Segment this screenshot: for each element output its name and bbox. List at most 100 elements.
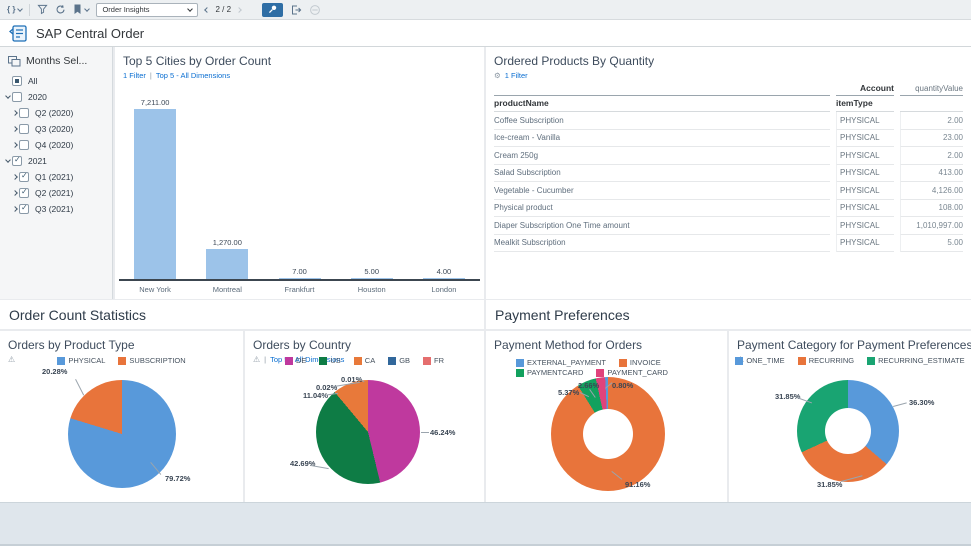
checkbox-checked[interactable] bbox=[19, 203, 29, 214]
checkbox-unchecked[interactable] bbox=[12, 92, 22, 102]
legend-item-one_time[interactable]: ONE_TIME bbox=[735, 356, 785, 365]
chevron-right-icon[interactable] bbox=[10, 174, 19, 180]
column-dimension-header[interactable]: Account bbox=[836, 83, 894, 96]
bar-value-label: 1,270.00 bbox=[212, 238, 242, 247]
chevron-down-icon[interactable] bbox=[3, 93, 12, 99]
bar-montreal[interactable] bbox=[206, 249, 249, 279]
legend-item-ca[interactable]: CA bbox=[353, 356, 375, 365]
settings-icon[interactable]: ⚙ bbox=[494, 71, 501, 80]
chevron-right-icon[interactable] bbox=[10, 142, 19, 148]
refresh-button[interactable] bbox=[55, 4, 66, 15]
checkbox-checked[interactable] bbox=[12, 155, 22, 166]
tree-item-label: All bbox=[28, 76, 38, 86]
cell-item-type: PHYSICAL bbox=[836, 199, 894, 217]
checkbox-checked[interactable] bbox=[19, 171, 29, 182]
legend-item-recurring_estimate[interactable]: RECURRING_ESTIMATE bbox=[867, 356, 965, 365]
legend-item-gb[interactable]: GB bbox=[388, 356, 410, 365]
chevron-right-icon[interactable] bbox=[10, 110, 19, 116]
warning-icon[interactable]: ⚠ bbox=[8, 355, 16, 364]
filter-count-link[interactable]: 1 Filter bbox=[123, 71, 146, 80]
table-row[interactable]: Cream 250g PHYSICAL 2.00 bbox=[486, 147, 971, 165]
circle-slash-icon bbox=[310, 4, 320, 15]
bar-houston[interactable] bbox=[350, 278, 393, 279]
callout-one-time: 36.30% bbox=[909, 398, 935, 407]
legend-swatch bbox=[57, 356, 66, 365]
tree-item-label: Q2 (2020) bbox=[35, 108, 74, 118]
chevron-right-icon[interactable] bbox=[10, 206, 19, 212]
filter-count-link[interactable]: 1 Filter bbox=[504, 71, 528, 80]
dimensions-link[interactable]: Top 5 - All Dimensions bbox=[155, 71, 231, 80]
tree-item-2021[interactable]: 2021 bbox=[0, 153, 112, 169]
tree-item-q2-2021[interactable]: Q2 (2021) bbox=[0, 185, 112, 201]
tree-item-label: Q4 (2020) bbox=[35, 140, 74, 150]
bar-frankfurt[interactable] bbox=[278, 278, 321, 279]
table-row[interactable]: Diaper Subscription One Time amount PHYSI… bbox=[486, 217, 971, 235]
cell-quantity: 23.00 bbox=[900, 129, 963, 147]
legend-item-subscription[interactable]: SUBSCRIPTION bbox=[118, 356, 186, 365]
chevron-down-icon[interactable] bbox=[3, 157, 12, 163]
legend-label: ONE_TIME bbox=[746, 356, 785, 365]
products-table-body: Coffee Subscription PHYSICAL 2.00 Ice-cream… bbox=[486, 112, 971, 252]
pin-button-active[interactable] bbox=[262, 2, 284, 17]
cell-item-type: PHYSICAL bbox=[836, 182, 894, 200]
table-row[interactable]: Vegetable - Cucumber PHYSICAL 4,126.00 bbox=[486, 182, 971, 200]
bar-column: 1,270.00 bbox=[191, 238, 263, 279]
tree-item-2020[interactable]: 2020 bbox=[0, 89, 112, 105]
measure-header[interactable]: quantityValue bbox=[900, 84, 963, 96]
bar-london[interactable] bbox=[422, 278, 465, 279]
bar-column: 5.00 bbox=[336, 267, 408, 279]
table-row[interactable]: Coffee Subscription PHYSICAL 2.00 bbox=[486, 112, 971, 130]
checkbox-checked[interactable] bbox=[19, 187, 29, 198]
page-dropdown[interactable]: Order Insights bbox=[96, 2, 199, 17]
panel-payment-method: Payment Method for Orders EXTERNAL_PAYME… bbox=[486, 331, 727, 502]
checkbox-unchecked[interactable] bbox=[19, 108, 29, 118]
callout-us: 42.69% bbox=[290, 459, 316, 468]
dimension-header[interactable]: itemType bbox=[836, 98, 894, 112]
chevron-right-icon[interactable] bbox=[236, 6, 242, 13]
legend-item-physical[interactable]: PHYSICAL bbox=[57, 356, 105, 365]
table-row[interactable]: Physical product PHYSICAL 108.00 bbox=[486, 199, 971, 217]
legend-item-external_payment[interactable]: EXTERNAL_PAYMENT bbox=[516, 358, 606, 367]
legend-item-paymentcard[interactable]: PAYMENTCARD bbox=[516, 368, 583, 377]
tree-item-q4-2020[interactable]: Q4 (2020) bbox=[0, 137, 112, 153]
export-button[interactable] bbox=[290, 4, 302, 16]
legend-item-de[interactable]: DE bbox=[284, 356, 306, 365]
central-order-app-icon bbox=[9, 24, 27, 42]
legend-item-us[interactable]: US bbox=[319, 356, 341, 365]
row-dimension-header[interactable]: productName bbox=[494, 98, 830, 112]
chevron-right-icon[interactable] bbox=[10, 190, 19, 196]
tree-item-q1-2021[interactable]: Q1 (2021) bbox=[0, 169, 112, 185]
panel-title: Orders by Product Type bbox=[8, 338, 135, 352]
tree-item-q3-2021[interactable]: Q3 (2021) bbox=[0, 201, 112, 217]
legend-swatch bbox=[596, 368, 605, 377]
checkbox-unchecked[interactable] bbox=[19, 140, 29, 150]
table-row[interactable]: Mealkit Subscription PHYSICAL 5.00 bbox=[486, 234, 971, 252]
tree-item-all[interactable]: All bbox=[0, 73, 112, 89]
chevron-down-icon bbox=[187, 5, 194, 12]
tree-item-q3-2020[interactable]: Q3 (2020) bbox=[0, 121, 112, 137]
code-view-button[interactable]: { } bbox=[7, 4, 24, 14]
warning-icon[interactable]: ⚠ bbox=[253, 355, 261, 364]
checkbox-unchecked[interactable] bbox=[19, 124, 29, 134]
bookmark-button[interactable] bbox=[73, 4, 91, 15]
dimensions-link[interactable]: Top 5 - All Dimensions bbox=[270, 355, 345, 364]
legend-item-payment_card[interactable]: PAYMENT_CARD bbox=[596, 368, 668, 377]
disabled-action-button[interactable] bbox=[309, 4, 321, 16]
checkbox-partial[interactable] bbox=[12, 76, 22, 86]
table-row[interactable]: Salad Subscription PHYSICAL 413.00 bbox=[486, 164, 971, 182]
legend-item-fr[interactable]: FR bbox=[423, 356, 444, 365]
page-counter: 2 / 2 bbox=[215, 5, 232, 14]
panel-subtitle: 1 Filter | Top 5 - All Dimensions bbox=[115, 68, 484, 80]
filter-button[interactable] bbox=[37, 4, 49, 15]
pie-orders-by-country[interactable] bbox=[316, 380, 420, 484]
chevron-left-icon[interactable] bbox=[204, 6, 211, 13]
table-row[interactable]: Ice-cream - Vanilla PHYSICAL 23.00 bbox=[486, 129, 971, 147]
tree-item-q2-2020[interactable]: Q2 (2020) bbox=[0, 105, 112, 121]
legend-item-invoice[interactable]: INVOICE bbox=[618, 358, 661, 367]
bar-new-york[interactable] bbox=[134, 109, 177, 279]
leader-line bbox=[421, 432, 429, 433]
chevron-right-icon[interactable] bbox=[10, 126, 19, 132]
code-icon: { } bbox=[7, 4, 16, 14]
legend-item-recurring[interactable]: RECURRING bbox=[797, 356, 854, 365]
legend: ONE_TIME RECURRING RECURRING_ESTIMATE bbox=[729, 356, 971, 365]
